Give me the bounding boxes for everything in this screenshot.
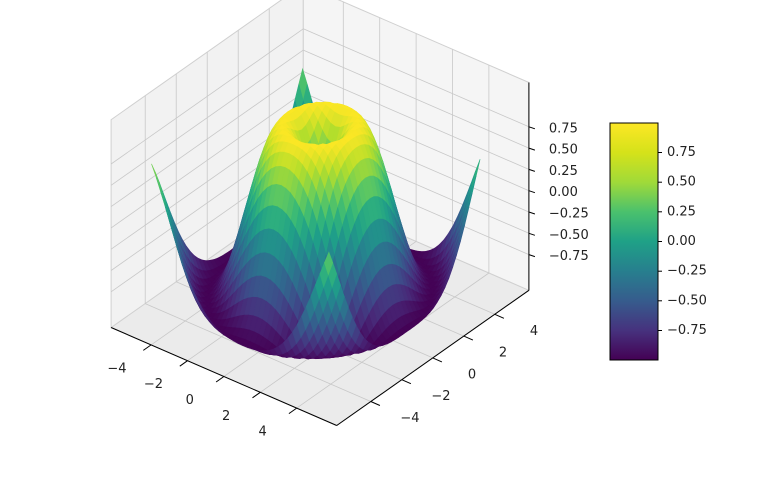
- z-tick-mark: [528, 147, 536, 151]
- x-tick-mark: [252, 391, 261, 399]
- surface-plot: [151, 67, 481, 360]
- gridline-z: [110, 28, 304, 165]
- y-tick-mark: [432, 357, 443, 363]
- z-tick-mark: [528, 254, 536, 258]
- z-axis: 0.75 0.50 0.25 0.00 −0.25 −0.50 −0.75: [528, 82, 589, 291]
- x-tick-mark: [143, 344, 152, 351]
- y-tick-mark: [370, 401, 381, 406]
- z-tick-mark: [528, 168, 536, 172]
- colorbar-tick-label: 0.50: [667, 175, 696, 190]
- colorbar-ticks: 0.75 0.50 0.25 0.00 −0.25 −0.50 −0.75: [658, 145, 707, 338]
- x-tick-mark: [215, 376, 225, 383]
- colorbar-gradient: [609, 122, 659, 361]
- z-tick-mark: [528, 232, 536, 236]
- y-axis: −4 −2 0 2 4: [336, 289, 538, 426]
- z-tick-label: −0.75: [549, 249, 589, 264]
- z-tick-mark: [528, 211, 536, 215]
- y-tick-label: 4: [530, 324, 538, 339]
- gridline-z: [110, 92, 304, 229]
- x-tick-label: 0: [186, 393, 194, 408]
- y-tick-mark: [463, 335, 474, 341]
- colorbar: 0.75 0.50 0.25 0.00 −0.25 −0.50 −0.75: [609, 122, 707, 361]
- x-tick-label: −4: [107, 361, 126, 376]
- colorbar-tick-label: −0.75: [667, 323, 707, 338]
- z-tick-label: 0.25: [549, 164, 578, 179]
- y-tick-mark: [401, 379, 412, 385]
- y-tick-label: −2: [431, 389, 450, 404]
- x-axis: −4 −2 0 2 4: [107, 327, 337, 440]
- y-tick-label: 2: [499, 346, 507, 361]
- gridline-z: [110, 49, 304, 186]
- x-tick-label: 2: [222, 409, 230, 424]
- z-tick-label: 0.00: [549, 185, 578, 200]
- colorbar-tick-label: 0.75: [667, 145, 696, 160]
- x-tick-label: −2: [144, 377, 163, 392]
- z-tick-label: −0.50: [549, 228, 589, 243]
- gridline-z: [303, 28, 530, 128]
- y-tick-label: 0: [468, 367, 476, 382]
- surface-patch: [324, 251, 334, 276]
- z-tick-label: 0.50: [549, 143, 578, 158]
- gridline-z: [303, 71, 530, 170]
- gridline-z: [303, 49, 530, 149]
- z-tick-mark: [528, 126, 536, 130]
- x-axis-line: [110, 327, 337, 426]
- x-tick-label: 4: [258, 425, 266, 440]
- colorbar-tick-label: 0.25: [667, 204, 696, 219]
- x-tick-mark: [179, 360, 188, 367]
- gridline-z: [110, 71, 304, 207]
- colorbar-tick-label: −0.50: [667, 293, 707, 308]
- z-tick-label: −0.25: [549, 207, 589, 222]
- y-tick-mark: [494, 313, 505, 319]
- x-tick-mark: [288, 407, 297, 415]
- z-tick-mark: [528, 190, 536, 194]
- gridline-y: [145, 303, 371, 402]
- y-tick-label: −4: [400, 411, 419, 426]
- colorbar-tick-label: −0.25: [667, 264, 707, 279]
- colorbar-tick-label: 0.00: [667, 234, 696, 249]
- z-tick-label: 0.75: [549, 121, 578, 136]
